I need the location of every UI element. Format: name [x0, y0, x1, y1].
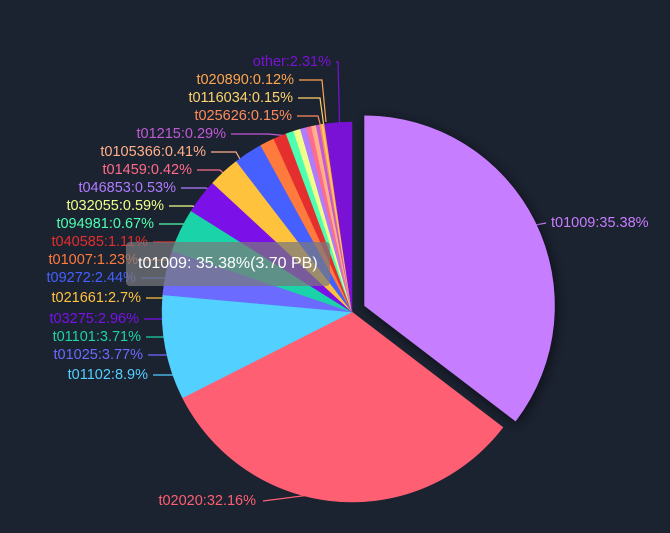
leader-line-t020890 [299, 79, 327, 123]
slice-label-t046853: t046853:0.53% [78, 180, 176, 196]
pie-slices [161, 115, 555, 503]
slice-label-t01009: t01009:35.38% [551, 215, 649, 231]
slice-label-t040585: t040585:1.11% [52, 234, 149, 250]
slice-label-t01459: t01459:0.42% [103, 162, 193, 178]
slice-label-t01025: t01025:3.77% [54, 347, 144, 363]
slice-label-t01007: t01007:1.23% [49, 252, 139, 268]
slice-label-t025626: t025626:0.15% [194, 108, 292, 124]
slice-label-t01102: t01102:8.9% [68, 367, 148, 383]
slice-label-t01101: t01101:3.71% [53, 329, 142, 345]
leader-line-t0116034 [298, 97, 325, 128]
slice-label-t02020: t02020:32.16% [158, 493, 256, 509]
slice-label-t0105366: t0105366:0.41% [100, 144, 206, 160]
slice-label-t01215: t01215:0.29% [137, 126, 227, 142]
slice-label-t0116034: t0116034:0.15% [188, 90, 293, 106]
slice-label-t03275: t03275:2.96% [50, 311, 140, 327]
leader-line-other [336, 61, 341, 141]
slice-label-t09272: t09272:2.44% [47, 270, 137, 286]
pie-slice-t01009[interactable] [364, 115, 555, 422]
slice-label-t021661: t021661:2.7% [52, 290, 142, 306]
slice-label-t020890: t020890:0.12% [196, 72, 294, 88]
slice-labels: t01009:35.38% t02020:32.16% t01102:8.9% t01… [47, 54, 649, 509]
slice-label-other: other:2.31% [253, 54, 331, 70]
pie-slice-t01102[interactable] [161, 294, 353, 399]
pie-slice-t02020[interactable] [182, 311, 504, 503]
slice-label-t094981: t094981:0.67% [56, 216, 154, 232]
slice-label-t032055: t032055:0.59% [66, 198, 164, 214]
pie-slice-other[interactable] [324, 121, 353, 313]
hover-tooltip: t01009: 35.38%(3.70 PB) [126, 242, 330, 286]
